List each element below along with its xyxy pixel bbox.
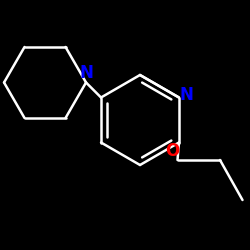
Text: N: N <box>180 86 194 104</box>
Text: N: N <box>79 64 93 82</box>
Text: O: O <box>166 142 179 160</box>
